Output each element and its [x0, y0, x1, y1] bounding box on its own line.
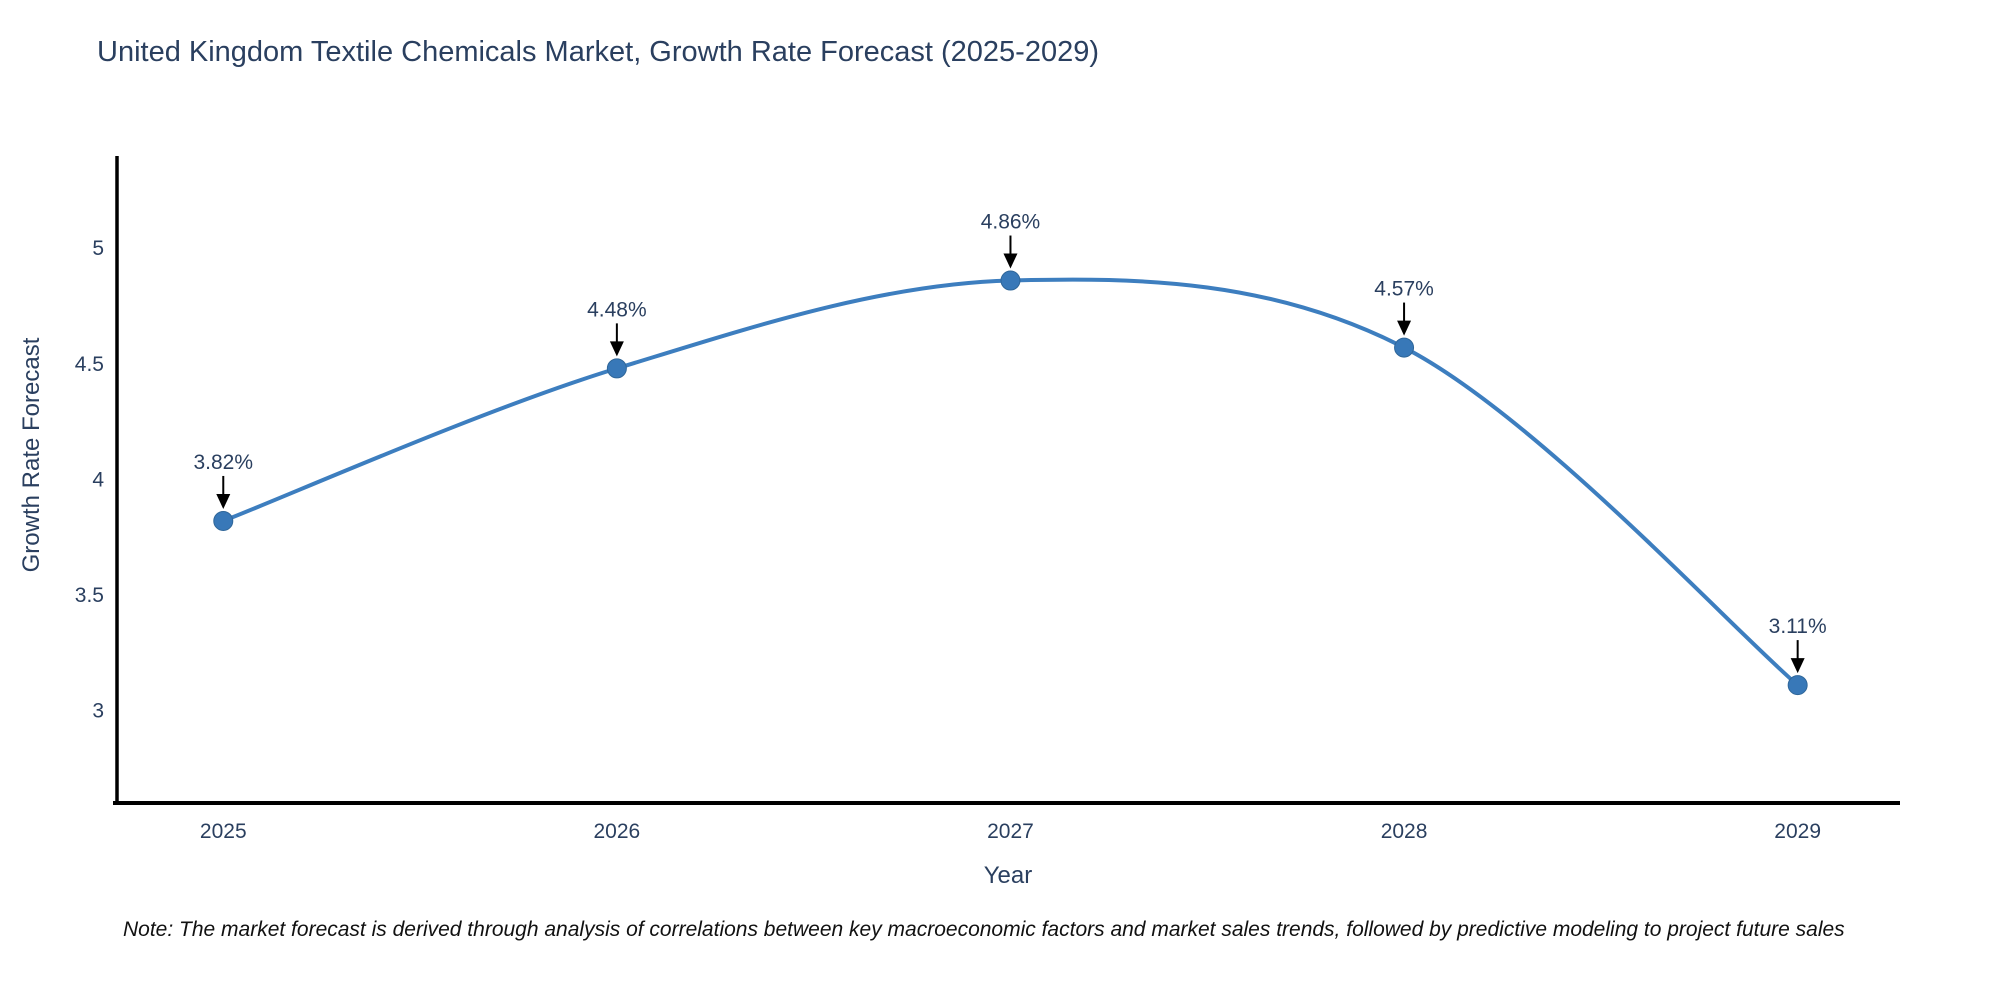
y-tick-label: 3	[92, 700, 104, 723]
data-point-label: 4.86%	[981, 211, 1041, 234]
x-tick-label: 2027	[987, 820, 1034, 843]
data-point-marker	[1787, 675, 1808, 696]
annotation-arrow-head	[1003, 253, 1018, 269]
annotation-arrow-head	[1397, 320, 1412, 336]
y-tick-label: 4	[92, 468, 104, 491]
x-tick-label: 2025	[200, 820, 247, 843]
forecast-line	[221, 277, 1800, 688]
chart-title: United Kingdom Textile Chemicals Market,…	[97, 36, 1100, 68]
annotation-arrow-head	[216, 493, 231, 509]
data-point-label: 3.11%	[1769, 615, 1827, 638]
annotation-arrow-head	[609, 341, 624, 357]
data-point-label: 4.57%	[1374, 278, 1434, 301]
y-tick-label: 3.5	[75, 584, 104, 607]
y-tick-label: 5	[92, 237, 104, 260]
y-axis-title: Growth Rate Forecast	[18, 337, 45, 573]
data-point-marker	[1394, 337, 1415, 358]
x-tick-label: 2028	[1381, 820, 1428, 843]
x-tick-label: 2026	[594, 820, 641, 843]
data-point-label: 4.48%	[587, 298, 647, 321]
data-point-label: 3.82%	[193, 451, 253, 474]
footnote: Note: The market forecast is derived thr…	[123, 918, 1845, 941]
x-axis-title: Year	[983, 862, 1033, 889]
y-tick-label: 4.5	[75, 353, 104, 376]
data-point-marker	[606, 358, 627, 379]
x-tick-label: 2029	[1774, 820, 1821, 843]
annotation-arrow-head	[1790, 658, 1805, 674]
data-point-marker	[1000, 270, 1021, 291]
data-point-marker	[213, 510, 234, 531]
